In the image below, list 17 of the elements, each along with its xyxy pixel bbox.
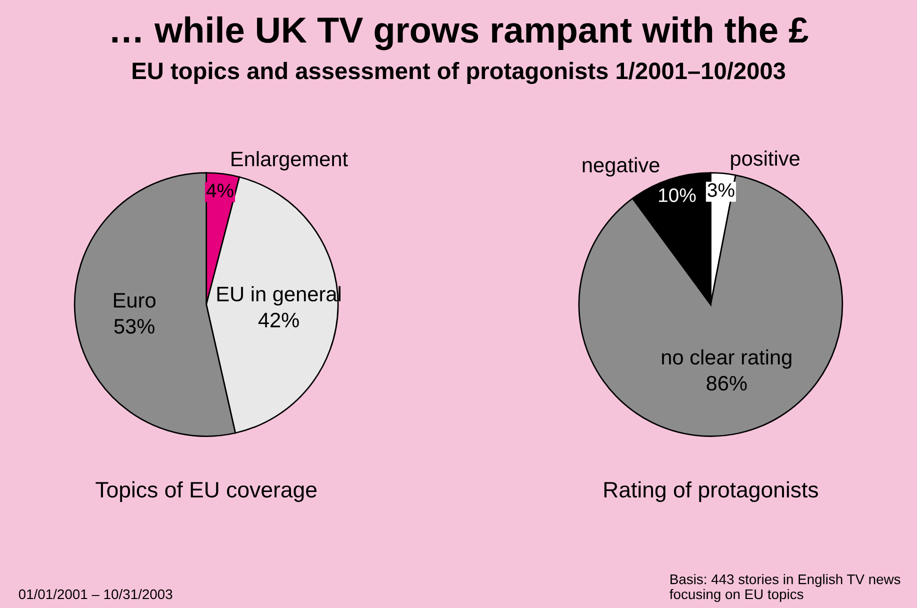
text: Rating of protagonists <box>604 481 818 502</box>
slice-label: Enlargement <box>232 151 348 170</box>
data-label: 10% <box>658 188 696 202</box>
slice-label: positive <box>731 150 800 170</box>
data-label: 3% <box>708 183 734 197</box>
data-label: 53% <box>114 318 154 334</box>
slice-label: no clear rating <box>662 349 792 369</box>
text: EU topics and assessment of protagonists 1/2001–10/2003 <box>132 62 786 84</box>
text: 01/01/2001 – 10/31/2003 <box>18 588 172 600</box>
slice-label: negative <box>582 157 660 177</box>
data-label: 42% <box>258 312 299 328</box>
data-label: 4% <box>206 184 234 198</box>
slice-label: Euro <box>114 293 156 308</box>
text: Topics of EU coverage <box>96 481 317 502</box>
text: … while UK TV grows rampant with the £ <box>112 16 808 50</box>
data-label: 86% <box>706 376 747 391</box>
text: Basis: 443 stories in English TV news focusing on EU topics <box>670 574 900 602</box>
